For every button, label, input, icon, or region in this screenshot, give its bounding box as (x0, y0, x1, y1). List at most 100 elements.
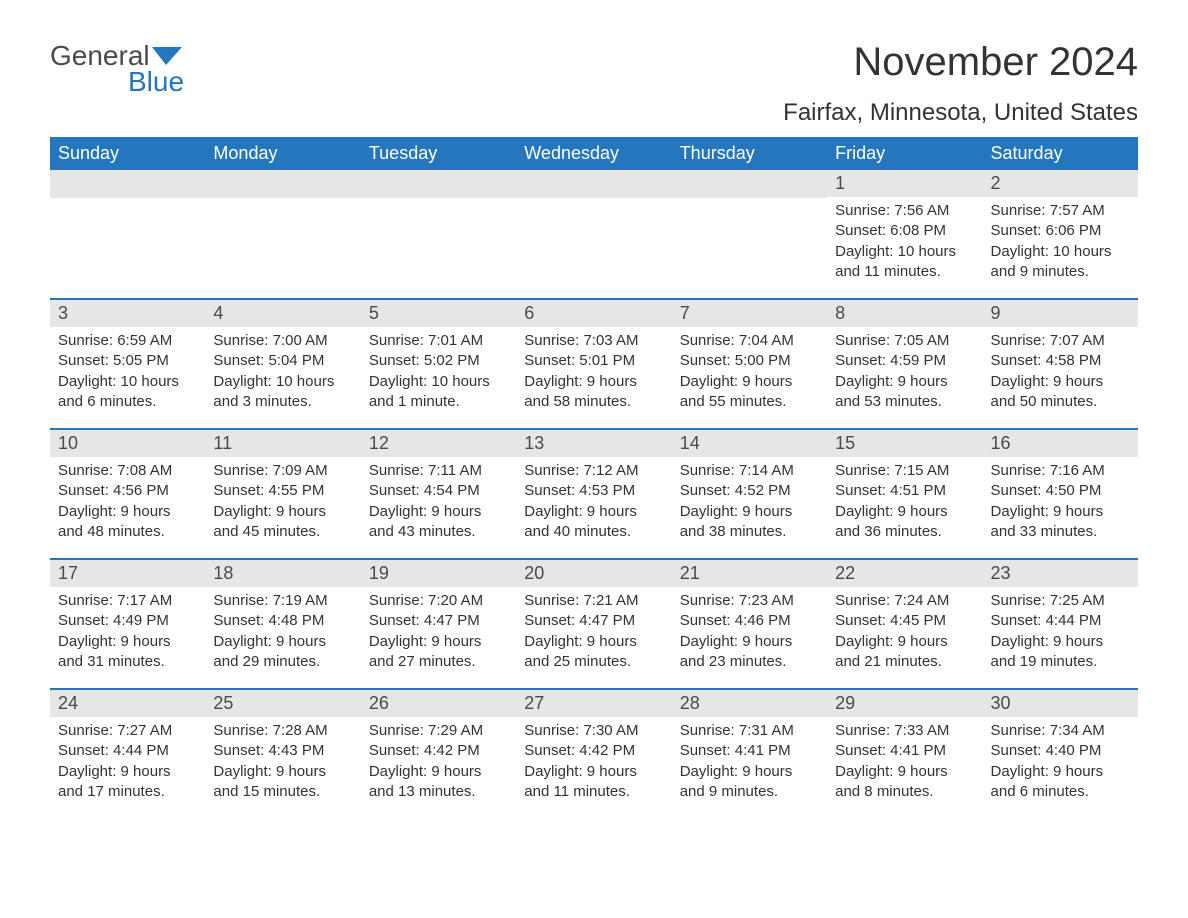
sunrise-text: Sunrise: 7:34 AM (991, 721, 1130, 741)
week-row: 3Sunrise: 6:59 AMSunset: 5:05 PMDaylight… (50, 298, 1138, 428)
sunset-text: Sunset: 4:46 PM (680, 611, 819, 631)
sunrise-text: Sunrise: 7:12 AM (524, 461, 663, 481)
day-body: Sunrise: 7:12 AMSunset: 4:53 PMDaylight:… (516, 457, 671, 550)
sunset-text: Sunset: 4:49 PM (58, 611, 197, 631)
sunset-text: Sunset: 5:04 PM (213, 351, 352, 371)
day-cell: 10Sunrise: 7:08 AMSunset: 4:56 PMDayligh… (50, 430, 205, 558)
day-cell: 9Sunrise: 7:07 AMSunset: 4:58 PMDaylight… (983, 300, 1138, 428)
day-number: 5 (361, 300, 516, 327)
day-body: Sunrise: 6:59 AMSunset: 5:05 PMDaylight:… (50, 327, 205, 420)
day-cell: 11Sunrise: 7:09 AMSunset: 4:55 PMDayligh… (205, 430, 360, 558)
sunrise-text: Sunrise: 7:20 AM (369, 591, 508, 611)
weekday-header: Saturday (983, 137, 1138, 170)
sunrise-text: Sunrise: 7:09 AM (213, 461, 352, 481)
week-row: 17Sunrise: 7:17 AMSunset: 4:49 PMDayligh… (50, 558, 1138, 688)
daylight-text: Daylight: 9 hours and 21 minutes. (835, 632, 974, 673)
day-number: 12 (361, 430, 516, 457)
day-cell: 3Sunrise: 6:59 AMSunset: 5:05 PMDaylight… (50, 300, 205, 428)
daylight-text: Daylight: 10 hours and 3 minutes. (213, 372, 352, 413)
day-cell: 15Sunrise: 7:15 AMSunset: 4:51 PMDayligh… (827, 430, 982, 558)
day-body: Sunrise: 7:30 AMSunset: 4:42 PMDaylight:… (516, 717, 671, 810)
weeks-container: 1Sunrise: 7:56 AMSunset: 6:08 PMDaylight… (50, 170, 1138, 818)
daylight-text: Daylight: 9 hours and 27 minutes. (369, 632, 508, 673)
sunset-text: Sunset: 5:05 PM (58, 351, 197, 371)
sunrise-text: Sunrise: 7:28 AM (213, 721, 352, 741)
day-cell: 14Sunrise: 7:14 AMSunset: 4:52 PMDayligh… (672, 430, 827, 558)
day-number: 21 (672, 560, 827, 587)
sunset-text: Sunset: 4:55 PM (213, 481, 352, 501)
day-number: 14 (672, 430, 827, 457)
sunset-text: Sunset: 4:47 PM (369, 611, 508, 631)
daylight-text: Daylight: 9 hours and 40 minutes. (524, 502, 663, 543)
sunset-text: Sunset: 4:54 PM (369, 481, 508, 501)
week-row: 1Sunrise: 7:56 AMSunset: 6:08 PMDaylight… (50, 170, 1138, 298)
day-body: Sunrise: 7:27 AMSunset: 4:44 PMDaylight:… (50, 717, 205, 810)
sunrise-text: Sunrise: 7:30 AM (524, 721, 663, 741)
week-row: 10Sunrise: 7:08 AMSunset: 4:56 PMDayligh… (50, 428, 1138, 558)
month-title: November 2024 (783, 40, 1138, 85)
weekday-header: Wednesday (516, 137, 671, 170)
sunrise-text: Sunrise: 7:57 AM (991, 201, 1130, 221)
day-cell (516, 170, 671, 298)
day-body: Sunrise: 7:01 AMSunset: 5:02 PMDaylight:… (361, 327, 516, 420)
day-cell: 5Sunrise: 7:01 AMSunset: 5:02 PMDaylight… (361, 300, 516, 428)
day-cell: 21Sunrise: 7:23 AMSunset: 4:46 PMDayligh… (672, 560, 827, 688)
day-body: Sunrise: 7:29 AMSunset: 4:42 PMDaylight:… (361, 717, 516, 810)
day-body: Sunrise: 7:05 AMSunset: 4:59 PMDaylight:… (827, 327, 982, 420)
sunset-text: Sunset: 4:50 PM (991, 481, 1130, 501)
day-body: Sunrise: 7:20 AMSunset: 4:47 PMDaylight:… (361, 587, 516, 680)
day-body: Sunrise: 7:04 AMSunset: 5:00 PMDaylight:… (672, 327, 827, 420)
day-number: 9 (983, 300, 1138, 327)
day-number: 18 (205, 560, 360, 587)
day-number: 1 (827, 170, 982, 197)
day-number: 2 (983, 170, 1138, 197)
sunrise-text: Sunrise: 7:56 AM (835, 201, 974, 221)
day-number: 29 (827, 690, 982, 717)
weekday-header: Sunday (50, 137, 205, 170)
weekday-header: Tuesday (361, 137, 516, 170)
sunset-text: Sunset: 4:42 PM (369, 741, 508, 761)
sunset-text: Sunset: 4:44 PM (991, 611, 1130, 631)
day-number: 27 (516, 690, 671, 717)
sunrise-text: Sunrise: 7:04 AM (680, 331, 819, 351)
logo: General Blue (50, 40, 184, 98)
sunrise-text: Sunrise: 7:01 AM (369, 331, 508, 351)
day-body: Sunrise: 7:19 AMSunset: 4:48 PMDaylight:… (205, 587, 360, 680)
weekday-header: Thursday (672, 137, 827, 170)
day-body: Sunrise: 7:56 AMSunset: 6:08 PMDaylight:… (827, 197, 982, 290)
day-cell: 18Sunrise: 7:19 AMSunset: 4:48 PMDayligh… (205, 560, 360, 688)
flag-icon (152, 47, 182, 65)
daylight-text: Daylight: 9 hours and 43 minutes. (369, 502, 508, 543)
day-number: 30 (983, 690, 1138, 717)
daylight-text: Daylight: 9 hours and 31 minutes. (58, 632, 197, 673)
day-cell: 29Sunrise: 7:33 AMSunset: 4:41 PMDayligh… (827, 690, 982, 818)
title-block: November 2024 Fairfax, Minnesota, United… (783, 40, 1138, 127)
daylight-text: Daylight: 9 hours and 48 minutes. (58, 502, 197, 543)
sunrise-text: Sunrise: 7:21 AM (524, 591, 663, 611)
sunset-text: Sunset: 4:45 PM (835, 611, 974, 631)
sunset-text: Sunset: 4:44 PM (58, 741, 197, 761)
sunset-text: Sunset: 4:40 PM (991, 741, 1130, 761)
sunset-text: Sunset: 5:01 PM (524, 351, 663, 371)
sunset-text: Sunset: 4:43 PM (213, 741, 352, 761)
daylight-text: Daylight: 9 hours and 19 minutes. (991, 632, 1130, 673)
sunrise-text: Sunrise: 7:31 AM (680, 721, 819, 741)
sunset-text: Sunset: 6:06 PM (991, 221, 1130, 241)
daylight-text: Daylight: 10 hours and 6 minutes. (58, 372, 197, 413)
day-cell: 12Sunrise: 7:11 AMSunset: 4:54 PMDayligh… (361, 430, 516, 558)
day-cell: 7Sunrise: 7:04 AMSunset: 5:00 PMDaylight… (672, 300, 827, 428)
day-number: 28 (672, 690, 827, 717)
sunset-text: Sunset: 4:41 PM (680, 741, 819, 761)
day-cell: 4Sunrise: 7:00 AMSunset: 5:04 PMDaylight… (205, 300, 360, 428)
sunrise-text: Sunrise: 7:07 AM (991, 331, 1130, 351)
day-number: 3 (50, 300, 205, 327)
daylight-text: Daylight: 9 hours and 17 minutes. (58, 762, 197, 803)
day-number (50, 170, 205, 198)
week-row: 24Sunrise: 7:27 AMSunset: 4:44 PMDayligh… (50, 688, 1138, 818)
day-number: 8 (827, 300, 982, 327)
day-body: Sunrise: 7:07 AMSunset: 4:58 PMDaylight:… (983, 327, 1138, 420)
day-number: 10 (50, 430, 205, 457)
day-cell: 20Sunrise: 7:21 AMSunset: 4:47 PMDayligh… (516, 560, 671, 688)
day-body: Sunrise: 7:34 AMSunset: 4:40 PMDaylight:… (983, 717, 1138, 810)
calendar: SundayMondayTuesdayWednesdayThursdayFrid… (50, 137, 1138, 818)
